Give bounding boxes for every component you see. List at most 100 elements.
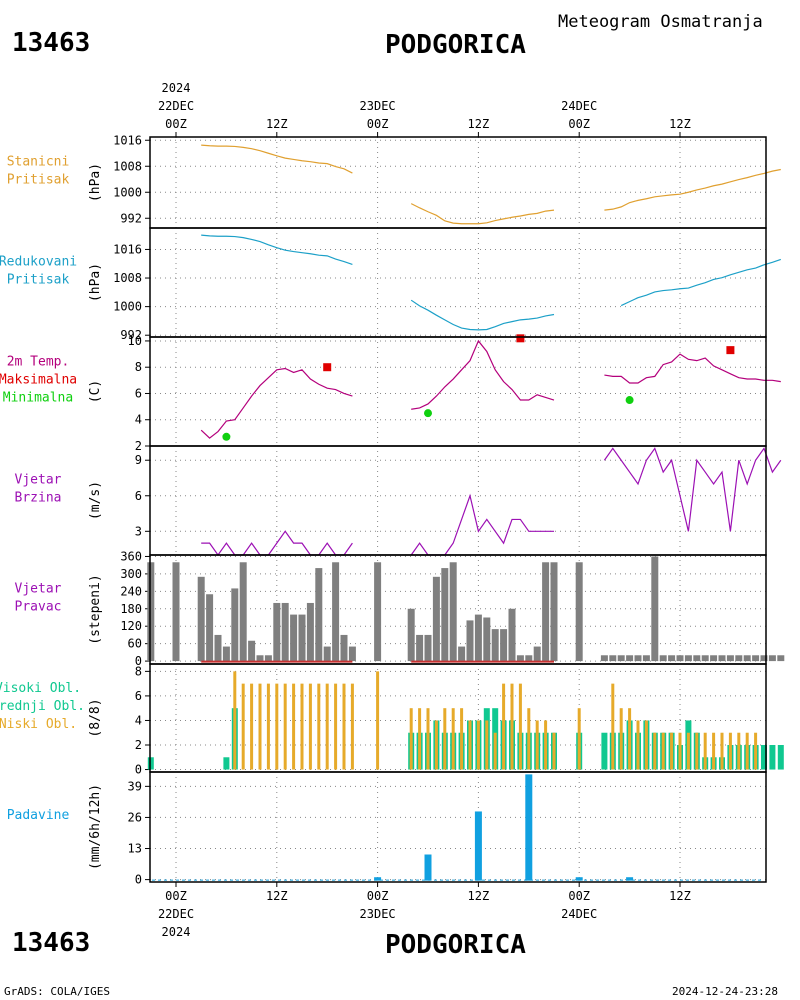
panel-label: Padavine bbox=[7, 808, 70, 823]
series-line bbox=[410, 299, 555, 331]
direction-bar bbox=[575, 562, 583, 662]
date-label-top: 22DEC bbox=[158, 99, 194, 113]
direction-bar bbox=[491, 629, 499, 662]
low-cloud-bar bbox=[510, 683, 514, 770]
precip-bar bbox=[626, 877, 634, 881]
low-cloud-bar bbox=[434, 720, 438, 770]
low-cloud-bar bbox=[577, 708, 581, 770]
panel-frame bbox=[149, 771, 767, 883]
panel-label: 2m Temp. bbox=[7, 355, 70, 370]
station-name-top: PODGORICA bbox=[385, 30, 526, 60]
low-cloud-bar bbox=[535, 720, 539, 770]
y-tick-label: 240 bbox=[120, 584, 142, 598]
direction-bar bbox=[659, 655, 667, 662]
low-cloud-bar bbox=[476, 720, 480, 770]
precip-bar bbox=[525, 774, 533, 881]
panel-label: Pritisak bbox=[7, 173, 70, 188]
panel-frame bbox=[149, 445, 767, 556]
max-temp-marker bbox=[323, 363, 332, 372]
footer-left: GrADS: COLA/IGES bbox=[4, 985, 110, 998]
direction-bar bbox=[340, 634, 348, 662]
low-cloud-bar bbox=[552, 732, 556, 770]
direction-bar bbox=[735, 655, 743, 662]
series-line bbox=[201, 144, 353, 174]
year-label-bottom: 2024 bbox=[162, 925, 191, 939]
y-tick-label: 1016 bbox=[113, 242, 142, 256]
direction-bar bbox=[752, 655, 760, 662]
series-line bbox=[620, 258, 781, 307]
direction-bar bbox=[668, 655, 676, 662]
y-tick-label: 4 bbox=[135, 413, 142, 427]
low-cloud-bar bbox=[426, 708, 430, 770]
direction-bar bbox=[760, 655, 768, 662]
chart-subtitle: Meteogram Osmatranja bbox=[558, 12, 763, 32]
direction-bar bbox=[248, 640, 256, 662]
y-tick-label: 120 bbox=[120, 619, 142, 633]
low-cloud-bar bbox=[266, 683, 270, 770]
direction-bar bbox=[449, 562, 457, 662]
y-axis-label: (hPa) bbox=[88, 263, 103, 302]
direction-bar bbox=[550, 562, 558, 662]
direction-bar bbox=[298, 614, 306, 662]
low-cloud-bar bbox=[502, 683, 506, 770]
direction-bar bbox=[264, 655, 272, 662]
y-tick-label: 992 bbox=[120, 211, 142, 225]
high-cloud-bar bbox=[147, 757, 154, 770]
direction-bar bbox=[508, 608, 516, 662]
time-label-top: 12Z bbox=[266, 117, 288, 131]
low-cloud-bar bbox=[468, 720, 472, 770]
low-cloud-bar bbox=[653, 732, 657, 770]
direction-bar bbox=[273, 602, 281, 662]
direction-bar bbox=[684, 655, 692, 662]
low-cloud-bar bbox=[300, 683, 304, 770]
time-label-bottom: 12Z bbox=[266, 889, 288, 903]
direction-bar bbox=[214, 634, 222, 662]
panel-label: Vjetar bbox=[15, 582, 62, 597]
y-tick-label: 6 bbox=[135, 489, 142, 503]
direction-bar bbox=[466, 620, 474, 662]
low-cloud-bar bbox=[754, 732, 758, 770]
low-cloud-bar bbox=[342, 683, 346, 770]
max-temp-marker bbox=[516, 334, 525, 343]
station-name-bottom: PODGORICA bbox=[385, 930, 526, 960]
direction-bar bbox=[701, 655, 709, 662]
panel-label: Niski Obl. bbox=[0, 717, 77, 732]
direction-bar bbox=[172, 562, 180, 662]
panel-label: Vjetar bbox=[15, 473, 62, 488]
direction-bar bbox=[239, 562, 247, 662]
y-tick-label: 39 bbox=[128, 779, 142, 793]
y-tick-label: 6 bbox=[135, 689, 142, 703]
panel-label: Redukovani bbox=[0, 255, 77, 270]
date-label-top: 24DEC bbox=[561, 99, 597, 113]
y-axis-label: (mm/6h/12h) bbox=[88, 784, 103, 870]
y-tick-label: 10 bbox=[128, 334, 142, 348]
low-cloud-bar bbox=[544, 720, 548, 770]
station-id-bottom: 13463 bbox=[12, 928, 91, 958]
low-cloud-bar bbox=[619, 708, 623, 770]
y-tick-label: 1016 bbox=[113, 133, 142, 147]
low-cloud-bar bbox=[443, 708, 447, 770]
y-tick-label: 2 bbox=[135, 738, 142, 752]
low-cloud-bar bbox=[451, 708, 455, 770]
high-cloud-bar bbox=[601, 732, 608, 770]
y-axis-label: (C) bbox=[88, 380, 103, 403]
min-temp-marker bbox=[625, 396, 634, 405]
y-tick-label: 4 bbox=[135, 713, 142, 727]
direction-bar bbox=[718, 655, 726, 662]
panel-label: Visoki Obl. bbox=[0, 681, 81, 696]
y-tick-label: 9 bbox=[135, 453, 142, 467]
low-cloud-bar bbox=[250, 683, 254, 770]
low-cloud-bar bbox=[485, 720, 489, 770]
direction-bar bbox=[306, 602, 314, 662]
direction-bar bbox=[676, 655, 684, 662]
y-tick-label: 60 bbox=[128, 637, 142, 651]
direction-bar bbox=[617, 655, 625, 662]
direction-bar bbox=[206, 594, 214, 662]
y-tick-label: 180 bbox=[120, 602, 142, 616]
precip-bar bbox=[575, 877, 583, 881]
direction-bar bbox=[642, 655, 650, 662]
low-cloud-bar bbox=[334, 683, 338, 770]
y-tick-label: 1008 bbox=[113, 271, 142, 285]
direction-bar bbox=[768, 655, 776, 662]
footer-right: 2024-12-24-23:28 bbox=[672, 985, 778, 998]
